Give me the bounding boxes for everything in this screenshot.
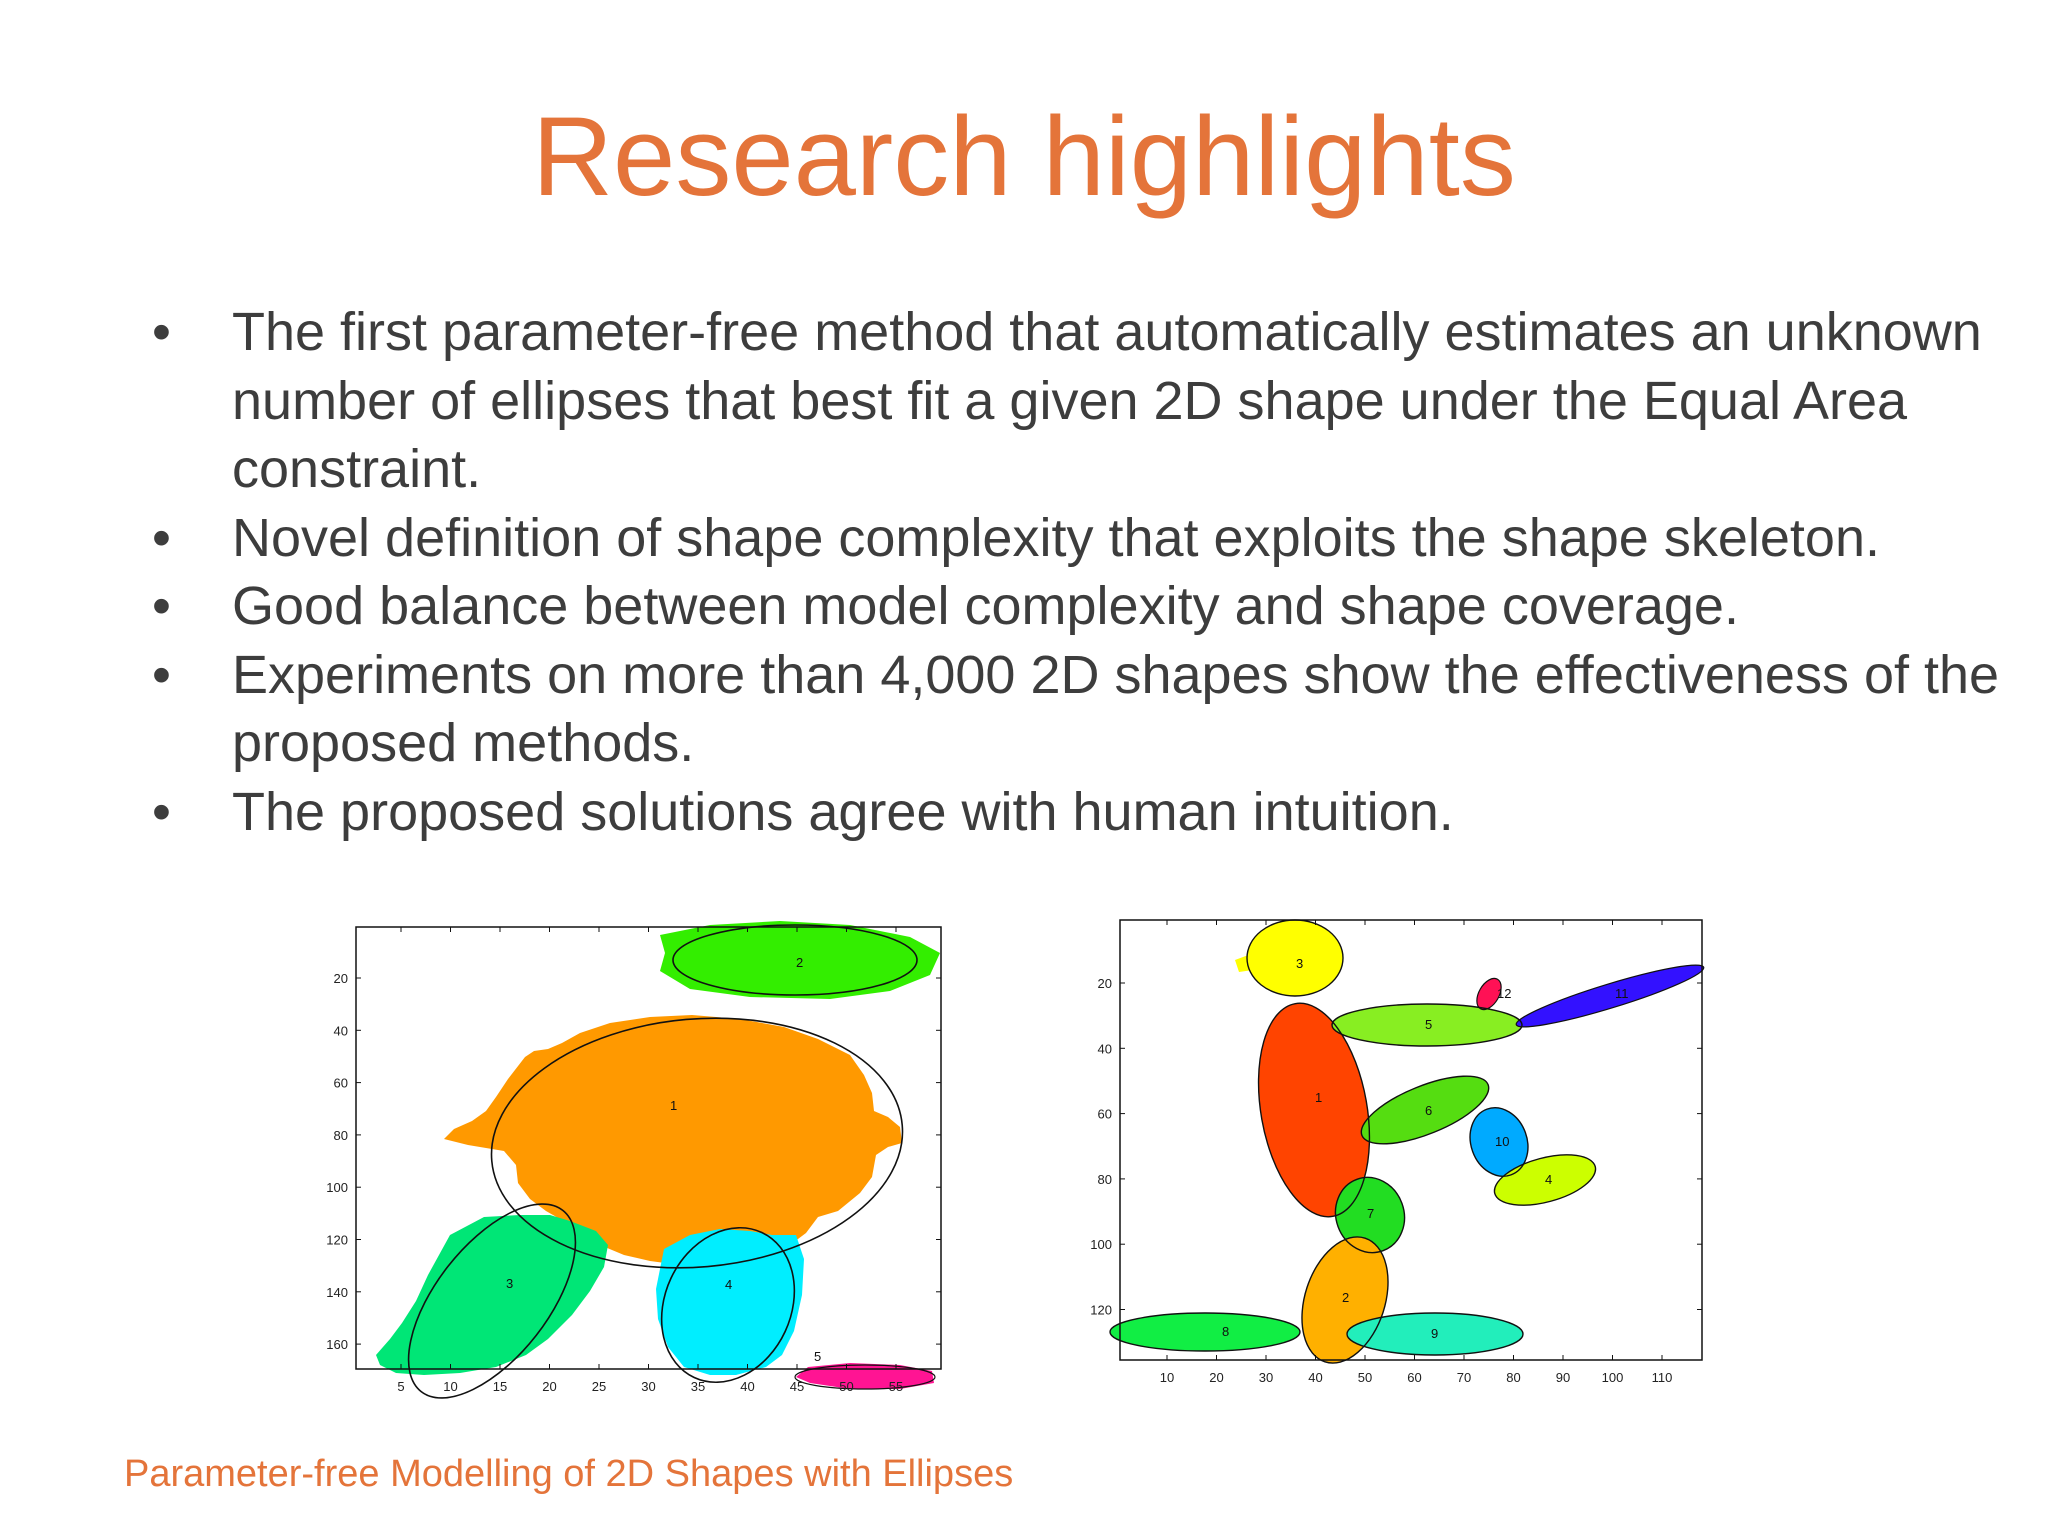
- x-tick-label: 100: [1602, 1370, 1624, 1385]
- figure-right-ellipse-fit: 1 2 3 4 5 6 7 8 9 10 11 12 20 40 60 80 100 12…: [1085, 910, 1725, 1405]
- x-tick-label: 30: [1259, 1370, 1273, 1385]
- ellipse-outline-8: [1109, 1312, 1301, 1352]
- footer-paper-title: Parameter-free Modelling of 2D Shapes wi…: [124, 1453, 1014, 1495]
- bullet-item: Novel definition of shape complexity tha…: [140, 504, 2020, 573]
- ellipse-label-5: 5: [814, 1349, 821, 1364]
- ellipse-label-5: 5: [1425, 1017, 1432, 1032]
- bullet-item: The first parameter-free method that aut…: [140, 298, 2020, 504]
- shape-region-4: [656, 1229, 804, 1375]
- shape-region-2: [660, 921, 940, 999]
- y-tick-label: 100: [326, 1180, 348, 1195]
- shape-region-3: [376, 1215, 608, 1375]
- ellipse-label-2: 2: [796, 955, 803, 970]
- shape-region-body: [444, 1015, 902, 1265]
- y-tick-label: 20: [334, 971, 348, 986]
- figure-left-canvas: 1 2 3 4 5 20 40 60 80 100 120 140 160 5 10 15 20 25…: [326, 921, 942, 1399]
- x-tick-label: 5: [397, 1379, 404, 1394]
- ellipse-outline-6: [1360, 1075, 1490, 1145]
- y-tick-label: 100: [1090, 1237, 1112, 1252]
- shape-region-7: [1335, 1177, 1405, 1253]
- x-tick-label: 80: [1506, 1370, 1520, 1385]
- slide-title: Research highlights: [532, 94, 1516, 219]
- y-tick-label: 120: [1090, 1303, 1112, 1318]
- highlights-list: The first parameter-free method that aut…: [140, 298, 2020, 846]
- y-tick-label: 160: [326, 1337, 348, 1352]
- ellipse-outline-3: [407, 1203, 577, 1399]
- ellipse-label-8: 8: [1222, 1324, 1229, 1339]
- x-tick-label: 45: [790, 1379, 804, 1394]
- y-tick-label: 40: [1098, 1041, 1112, 1056]
- ellipse-outline-9: [1346, 1312, 1524, 1356]
- shape-region-11: [1516, 965, 1704, 1027]
- ellipse-label-7: 7: [1367, 1206, 1374, 1221]
- x-tick-label: 40: [740, 1379, 754, 1394]
- x-tick-label: 110: [1652, 1370, 1673, 1385]
- y-tick-label: 140: [326, 1285, 348, 1300]
- x-tick-label: 20: [1209, 1370, 1223, 1385]
- ellipse-label-4: 4: [725, 1277, 732, 1292]
- ellipse-outline-4: [1493, 1154, 1597, 1206]
- y-tick-label: 60: [334, 1076, 348, 1091]
- x-tick-label: 70: [1457, 1370, 1471, 1385]
- ellipse-outline-10: [1469, 1107, 1529, 1177]
- x-tick-label: 90: [1556, 1370, 1570, 1385]
- ellipse-outline-4: [660, 1226, 796, 1384]
- bullet-item: The proposed solutions agree with human …: [140, 778, 2020, 847]
- x-tick-label: 10: [443, 1379, 457, 1394]
- ellipse-label-1: 1: [670, 1098, 677, 1113]
- shape-region-3-ear: [1235, 954, 1253, 972]
- ellipse-label-3: 3: [506, 1276, 513, 1291]
- shape-region-10: [1470, 1107, 1528, 1177]
- shape-region-8: [1110, 1313, 1300, 1351]
- ellipse-outline-12: [1476, 977, 1502, 1011]
- x-tick-label: 20: [542, 1379, 556, 1394]
- plot-frame: [1119, 919, 1703, 1361]
- bullet-item: Good balance between model complexity an…: [140, 572, 2020, 641]
- shape-region-4: [1494, 1154, 1596, 1206]
- shape-region-3: [1247, 920, 1343, 996]
- x-tick-label: 55: [889, 1379, 903, 1394]
- bullet-item: Experiments on more than 4,000 2D shapes…: [140, 641, 2020, 778]
- x-tick-label: 60: [1407, 1370, 1421, 1385]
- shape-region-12: [1476, 978, 1502, 1010]
- x-tick-label: 15: [493, 1379, 507, 1394]
- ellipse-label-1: 1: [1315, 1090, 1322, 1105]
- ellipse-label-6: 6: [1425, 1103, 1432, 1118]
- ellipse-label-2: 2: [1342, 1290, 1349, 1305]
- x-tick-label: 50: [1358, 1370, 1372, 1385]
- shape-region-6: [1361, 1076, 1489, 1144]
- x-tick-label: 50: [839, 1379, 853, 1394]
- ellipse-label-11: 11: [1615, 986, 1629, 1001]
- x-tick-label: 35: [691, 1379, 705, 1394]
- x-tick-label: 25: [592, 1379, 606, 1394]
- figure-left-ellipse-fit: 1 2 3 4 5 20 40 60 80 100 120 140 160 5 10 15 20 25…: [320, 915, 960, 1410]
- ellipse-label-10: 10: [1495, 1134, 1509, 1149]
- y-tick-label: 60: [1098, 1107, 1112, 1122]
- x-tick-label: 10: [1160, 1370, 1174, 1385]
- y-tick-label: 40: [334, 1023, 348, 1038]
- ellipse-outline-2: [1301, 1236, 1389, 1364]
- ellipse-outline-11: [1515, 964, 1705, 1028]
- x-tick-label: 30: [641, 1379, 655, 1394]
- figure-right-canvas: 1 2 3 4 5 6 7 8 9 10 11 12 20 40 60 80 100 12…: [1090, 919, 1705, 1385]
- y-tick-label: 120: [326, 1233, 348, 1248]
- shape-region-9: [1347, 1313, 1523, 1355]
- ellipse-outline-5: [794, 1364, 936, 1390]
- y-tick-label: 20: [1098, 976, 1112, 991]
- ellipse-label-3: 3: [1296, 956, 1303, 971]
- x-tick-label: 40: [1308, 1370, 1322, 1385]
- ellipse-label-12: 12: [1497, 986, 1511, 1001]
- ellipse-outline-2: [672, 924, 918, 996]
- ellipse-outline-1: [490, 1017, 904, 1269]
- ellipse-label-9: 9: [1431, 1326, 1438, 1341]
- ellipse-outline-7: [1334, 1176, 1406, 1254]
- ellipse-label-4: 4: [1545, 1172, 1552, 1187]
- shape-region-5: [1332, 1004, 1522, 1046]
- y-tick-label: 80: [1098, 1172, 1112, 1187]
- ellipse-outline-5: [1331, 1003, 1523, 1047]
- y-tick-label: 80: [334, 1128, 348, 1143]
- shape-region-1: [1258, 1003, 1370, 1217]
- ellipse-outline-1: [1257, 1002, 1371, 1218]
